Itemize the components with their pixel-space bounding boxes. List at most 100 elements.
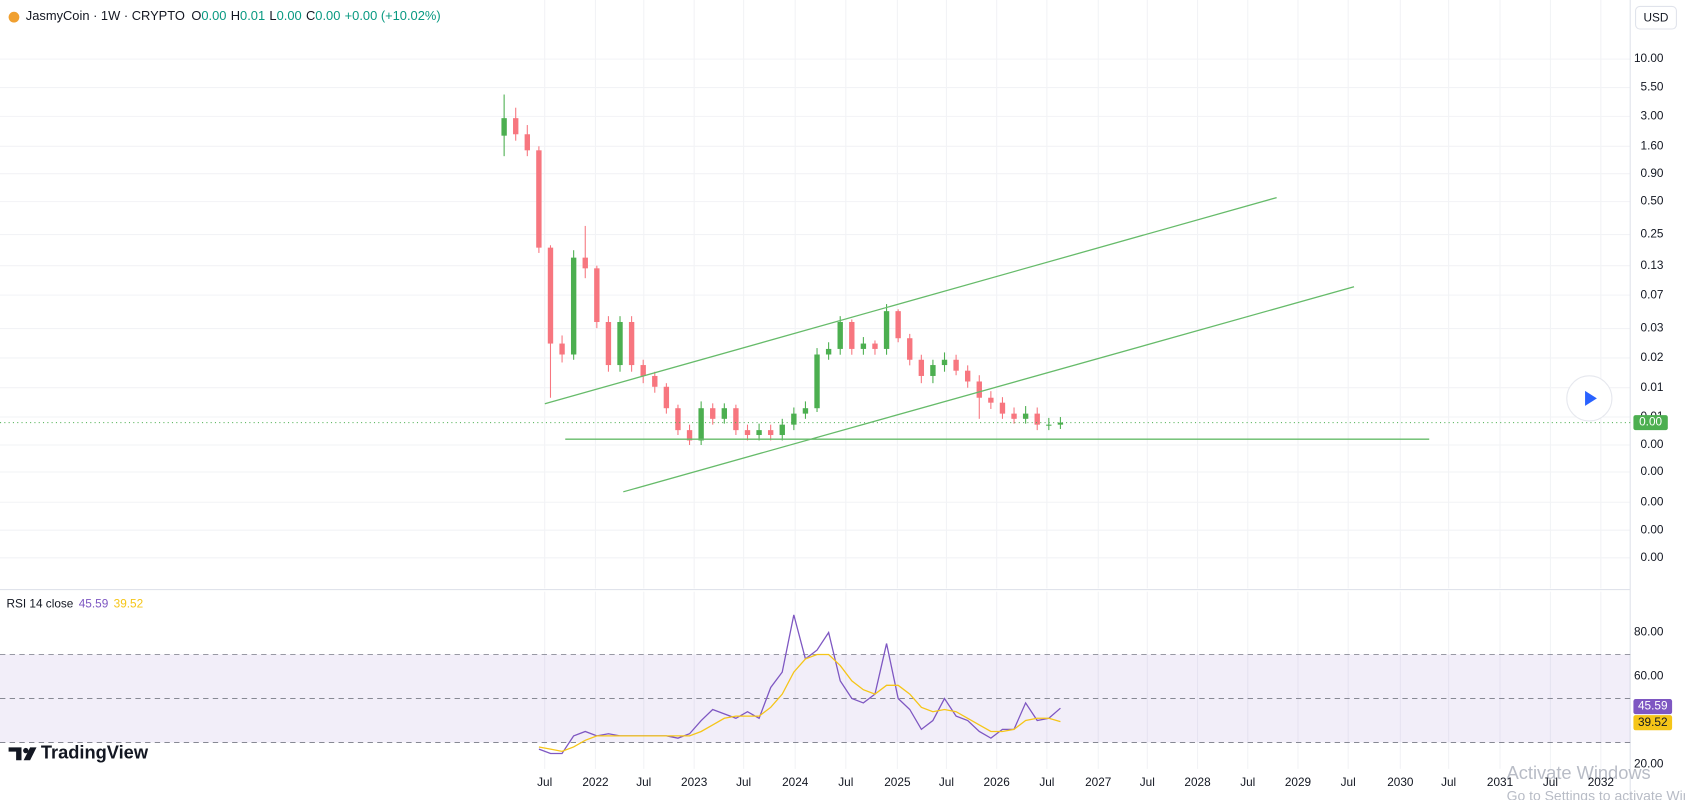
candle-body: [513, 118, 519, 135]
candle-body: [1022, 413, 1029, 419]
candle-body: [791, 413, 797, 425]
x-tick-label: 2026: [984, 775, 1011, 789]
candle-body: [605, 322, 612, 366]
y-tick-label: 0.00: [1641, 494, 1664, 508]
logo-dot: [23, 747, 29, 754]
ohlc-key: L: [269, 9, 276, 24]
x-tick-label: Jul: [1240, 775, 1255, 789]
channel-upper: [544, 196, 1277, 405]
candle-body: [559, 343, 565, 355]
rsi-legend: RSI 14 close 45.59 39.52: [6, 597, 143, 611]
y-tick-label: 0.00: [1641, 522, 1664, 536]
x-tick-label: 2029: [1285, 775, 1311, 789]
y-tick-label: 0.02: [1641, 350, 1664, 364]
candle-body: [570, 257, 577, 355]
y-tick-label: 0.50: [1641, 194, 1664, 208]
rsi-line: [538, 653, 1061, 753]
logo-mark: [8, 747, 22, 761]
candle-body: [721, 408, 728, 419]
rsi-title: RSI 14 close: [6, 597, 73, 611]
candle-body: [767, 430, 774, 436]
candle-body: [733, 408, 739, 431]
y-tick-label: 0.00: [1641, 464, 1664, 478]
candle-body: [536, 150, 542, 248]
candle-body: [1034, 413, 1040, 425]
candle-body: [907, 338, 913, 360]
candle-body: [652, 375, 658, 387]
ohlc-key: H: [231, 9, 240, 24]
candle-body: [582, 257, 588, 269]
price-change: +0.00 (+10.02%): [345, 9, 441, 24]
y-tick-label: 5.50: [1641, 80, 1664, 94]
last-price-box: [1633, 415, 1668, 431]
rsi-legend-value: 45.59: [79, 597, 109, 611]
currency-label[interactable]: USD: [1644, 10, 1669, 24]
candle-body: [825, 348, 832, 355]
brand-name: TradingView: [41, 742, 149, 763]
x-tick-label: 2028: [1184, 775, 1211, 789]
rsi-value-label: 39.52: [1638, 715, 1668, 729]
y-tick-label: 1.60: [1641, 138, 1664, 152]
candle-body: [698, 408, 704, 441]
y-tick-label: 20.00: [1634, 757, 1664, 771]
candle-body: [663, 386, 670, 409]
play-icon: [1585, 390, 1597, 406]
candle-body: [988, 397, 994, 403]
candle-body: [883, 311, 890, 349]
y-tick-label: 0.13: [1641, 258, 1664, 272]
ohlc-value: 0.00: [201, 9, 226, 24]
candle-body: [547, 247, 554, 344]
x-tick-label: Jul: [1543, 775, 1558, 789]
watermark-title: Activate Windows: [1507, 762, 1651, 783]
x-tick-label: 2031: [1487, 775, 1513, 789]
candle-body: [594, 268, 600, 323]
candle-body: [744, 430, 751, 436]
x-tick-label: 2032: [1588, 775, 1614, 789]
symbol-name: JasmyCoin · 1W · CRYPTO: [26, 9, 185, 24]
rsi-value-label: 45.59: [1638, 699, 1668, 713]
candle-body: [814, 354, 820, 409]
y-tick-label: 0.25: [1641, 227, 1664, 241]
rsi-legend-value: 39.52: [114, 597, 144, 611]
candle-body: [965, 370, 971, 382]
rsi-value-box: [1633, 715, 1673, 731]
candle-body: [628, 322, 635, 366]
candle-body: [756, 430, 762, 436]
x-tick-label: Jul: [838, 775, 853, 789]
candle-body: [1046, 424, 1052, 426]
candle-body: [710, 408, 716, 419]
candle-body: [524, 134, 530, 151]
candle-body: [895, 311, 901, 339]
symbol-header: JasmyCoin · 1W · CRYPTO O0.00 H0.01 L0.00 C0…: [26, 9, 441, 24]
candle-body: [849, 322, 855, 349]
x-tick-label: Jul: [537, 775, 552, 789]
candle-body: [675, 408, 681, 431]
ohlc-value: 0.01: [240, 9, 265, 24]
x-tick-label: Jul: [1441, 775, 1456, 789]
y-tick-label: 0.90: [1641, 166, 1664, 180]
x-tick-label: Jul: [1140, 775, 1155, 789]
logo-slash: [23, 747, 37, 761]
candle-body: [953, 359, 959, 371]
candle-body: [976, 381, 982, 398]
candle-body: [860, 343, 867, 349]
watermark-subtitle: Go to Settings to activate Windows.: [1507, 787, 1685, 800]
symbol-icon: [8, 11, 20, 23]
ohlc-key: C: [306, 9, 315, 24]
ohlc-value: 0.00: [315, 9, 340, 24]
currency-button[interactable]: [1635, 5, 1677, 30]
candle-body: [918, 359, 925, 376]
x-tick-label: 2024: [782, 775, 809, 789]
x-tick-label: Jul: [939, 775, 954, 789]
y-tick-label: 3.00: [1641, 109, 1664, 123]
y-tick-label: 0.07: [1641, 287, 1664, 301]
y-tick-label: 0.01: [1641, 380, 1664, 394]
y-tick-label: 10.00: [1634, 51, 1664, 65]
candle-body: [779, 424, 785, 436]
candle-body: [501, 118, 507, 136]
y-tick-label: 0.00: [1641, 437, 1664, 451]
candle-body: [686, 430, 693, 441]
x-tick-label: Jul: [1039, 775, 1054, 789]
